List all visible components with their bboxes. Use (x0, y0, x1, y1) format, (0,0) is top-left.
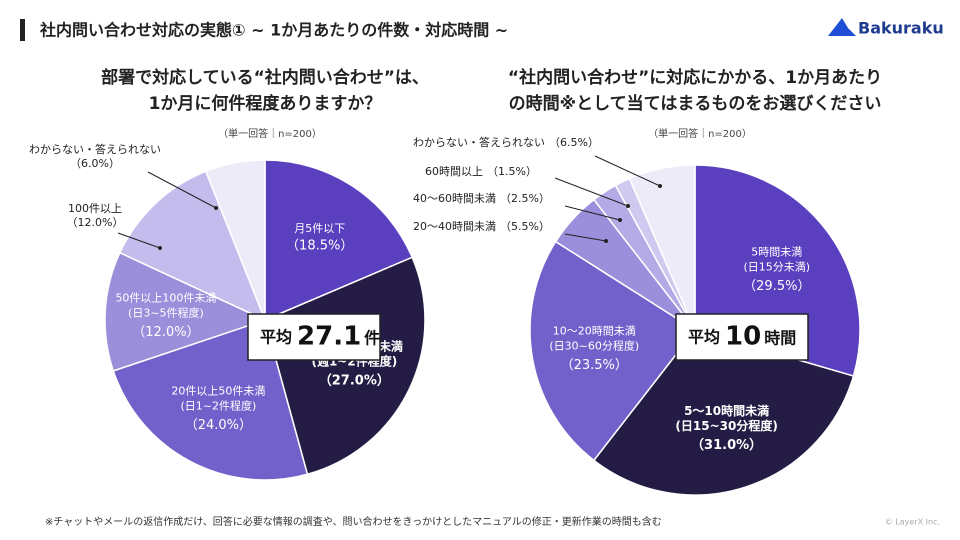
average-unit: 件 (364, 329, 380, 348)
slice-value: （2.5%） (500, 192, 550, 205)
pie-slice (592, 329, 855, 496)
slice-value: （12.0%） (67, 216, 124, 229)
pie-slice (264, 159, 414, 322)
average-prefix: 平均 (260, 328, 292, 347)
slice-label: 5〜10時間未満 (684, 403, 769, 418)
slice-value: （6.5%） (549, 136, 599, 149)
slice-label: わからない・答えられない (413, 135, 545, 149)
average-unit: 時間 (764, 329, 796, 348)
leader-dot (658, 184, 662, 188)
leader-line (564, 205, 621, 221)
slice-label: 月5件以下 (294, 222, 345, 235)
pie-slice (628, 164, 696, 331)
logo-text: Bakuraku (858, 19, 944, 38)
average-value: 27.1 (297, 322, 361, 352)
chart-title: 部署で対応している“社内問い合わせ”は、 (101, 67, 429, 88)
slice-label: わからない・答えられない (29, 142, 161, 156)
slice-value: （31.0%） (691, 437, 762, 453)
leader-line (554, 177, 629, 207)
leader-dot (626, 204, 630, 208)
slice-value: （23.5%） (561, 358, 628, 373)
leader-line (147, 171, 217, 209)
logo: Bakuraku (828, 18, 944, 38)
slice-value: （1.5%） (487, 165, 537, 178)
slice-label: (日3~5件程度) (128, 306, 204, 320)
pie-slice (104, 251, 268, 372)
slice-label: 20〜40時間未満 (413, 220, 496, 233)
footnote: ※チャットやメールの返信作成だけ、回答に必要な情報の調査や、問い合わせをきっかけ… (45, 515, 662, 528)
pie-slice (529, 240, 697, 462)
slice-value: （18.5%） (286, 239, 353, 254)
slice-label: 50件以上100件未満 (115, 292, 216, 305)
leader-line (564, 233, 607, 242)
slice-value: （27.0%） (319, 373, 390, 389)
slice-label: (日15分未満) (744, 261, 811, 274)
slice-label: 100件以上 (68, 202, 122, 215)
pie-slice (264, 256, 426, 476)
slide-title: 社内問い合わせ対応の実態① ~ 1か月あたりの件数・対応時間 ~ (39, 21, 508, 40)
chart-title: “社内問い合わせ”に対応にかかる、1か月あたり (508, 67, 882, 88)
chart-subtitle: （単一回答｜n=200） (648, 127, 752, 140)
slice-label: 20件以上50件未満 (171, 385, 265, 398)
logo-icon (828, 18, 856, 36)
slice-value: （6.0%） (70, 157, 120, 170)
slice-label: (日15~30分程度) (675, 418, 777, 433)
leader-dot (214, 206, 218, 210)
average-box (675, 313, 809, 361)
average-value: 10 (725, 322, 761, 352)
leader-dot (158, 246, 162, 250)
slice-value: （24.0%） (185, 418, 252, 433)
average-box (247, 313, 381, 361)
leader-dot (618, 218, 622, 222)
copyright: © LayerX Inc. (885, 518, 940, 527)
chart-title: の時間※として当てはまるものをお選びください (509, 93, 882, 114)
slice-label: 5時間未満 (751, 246, 802, 259)
slice-value: （5.5%） (500, 220, 550, 233)
slice-label: 40〜60時間未満 (413, 192, 496, 205)
slice-value: （29.5%） (743, 279, 810, 294)
chart-title: 1か月に何件程度ありますか？ (149, 93, 382, 114)
pie-slice (204, 159, 266, 321)
slice-label: 60時間以上 (425, 165, 483, 178)
leader-line (117, 232, 161, 249)
slice-value: （12.0%） (132, 325, 199, 340)
title-bar (20, 19, 25, 41)
leader-line (594, 155, 661, 187)
average-prefix: 平均 (688, 328, 720, 347)
leader-dot (604, 239, 608, 243)
slice-label: 10〜20時間未満 (553, 325, 636, 338)
pie-slice (118, 170, 267, 322)
slice-label: (日30~60分程度) (549, 339, 639, 353)
chart-subtitle: （単一回答｜n=200） (218, 127, 322, 140)
slice-label: (日1~2件程度) (180, 399, 256, 413)
